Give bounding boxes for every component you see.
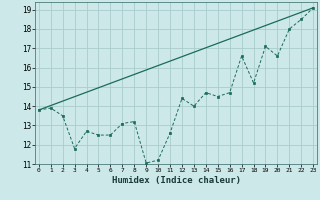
X-axis label: Humidex (Indice chaleur): Humidex (Indice chaleur)	[111, 176, 241, 185]
